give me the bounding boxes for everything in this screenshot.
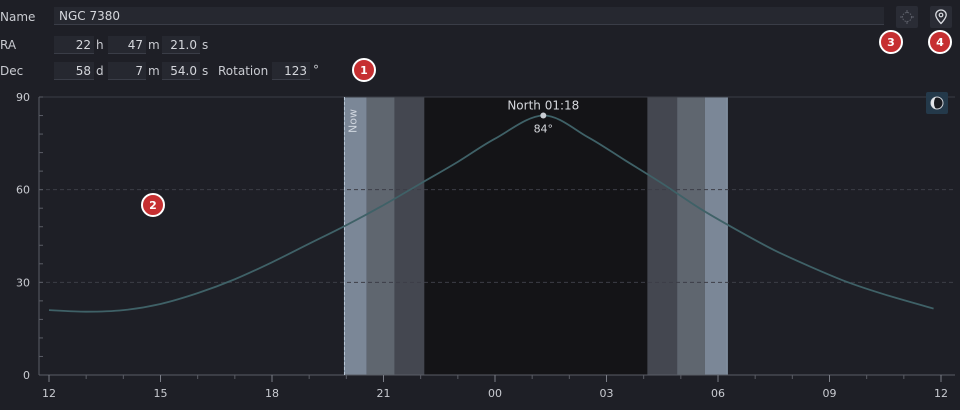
rotation-label: Rotation (218, 64, 269, 78)
twilight-band-civil (344, 97, 367, 375)
y-tick-label: 30 (16, 276, 30, 289)
ra-minutes-input[interactable]: 47 (108, 36, 146, 54)
now-label: Now (346, 109, 359, 133)
twilight-band-civil (704, 97, 728, 375)
twilight-band-astronomical (394, 97, 425, 375)
moon-phase-button[interactable] (926, 92, 948, 114)
ra-label: RA (0, 38, 17, 52)
altitude-curve (48, 114, 934, 313)
x-tick-label: 18 (265, 387, 279, 400)
x-tick-label: 12 (42, 387, 56, 400)
location-pin-icon (935, 9, 947, 25)
dec-seconds-input[interactable]: 54.0 (162, 62, 200, 80)
y-tick-label: 60 (16, 184, 30, 197)
ra-minutes-unit: m (148, 38, 160, 52)
transit-label: North 01:18 (507, 99, 579, 113)
x-tick-label: 15 (154, 387, 168, 400)
y-tick-label: 0 (23, 369, 30, 382)
twilight-band-night (424, 97, 648, 375)
dec-minutes-input[interactable]: 7 (108, 62, 146, 80)
dec-degrees-unit: d (96, 64, 104, 78)
x-tick-label: 21 (377, 387, 391, 400)
x-tick-label: 03 (600, 387, 614, 400)
x-tick-label: 00 (488, 387, 502, 400)
twilight-band-nautical (366, 97, 395, 375)
dec-seconds-unit: s (202, 64, 209, 78)
x-tick-label: 06 (711, 387, 725, 400)
x-tick-label: 12 (934, 387, 948, 400)
framing-button[interactable] (896, 6, 918, 28)
name-label: Name (0, 10, 36, 24)
rotation-unit: ° (313, 63, 319, 77)
y-tick-label: 90 (16, 91, 30, 104)
callout-badge-2: 2 (141, 193, 165, 217)
moon-phase-icon (930, 96, 944, 110)
x-tick-label: 09 (823, 387, 837, 400)
callout-badge-1: 1 (352, 58, 376, 82)
ra-seconds-unit: s (202, 38, 209, 52)
twilight-band-nautical (677, 97, 705, 375)
ra-seconds-input[interactable]: 21.0 (162, 36, 200, 54)
callout-badge-3: 3 (879, 30, 903, 54)
dec-degrees-input[interactable]: 58 (54, 62, 94, 80)
crosshair-icon (900, 10, 914, 24)
transit-marker (540, 112, 547, 119)
dec-minutes-unit: m (148, 64, 160, 78)
ra-hours-input[interactable]: 22 (54, 36, 94, 54)
dec-label: Dec (0, 64, 24, 78)
transit-altitude-label: 84° (534, 123, 554, 136)
location-button[interactable] (930, 6, 952, 28)
callout-badge-4: 4 (928, 30, 952, 54)
ra-hours-unit: h (96, 38, 104, 52)
name-input[interactable]: NGC 7380 (54, 7, 884, 25)
rotation-input[interactable]: 123 (272, 62, 310, 80)
twilight-band-astronomical (647, 97, 678, 375)
